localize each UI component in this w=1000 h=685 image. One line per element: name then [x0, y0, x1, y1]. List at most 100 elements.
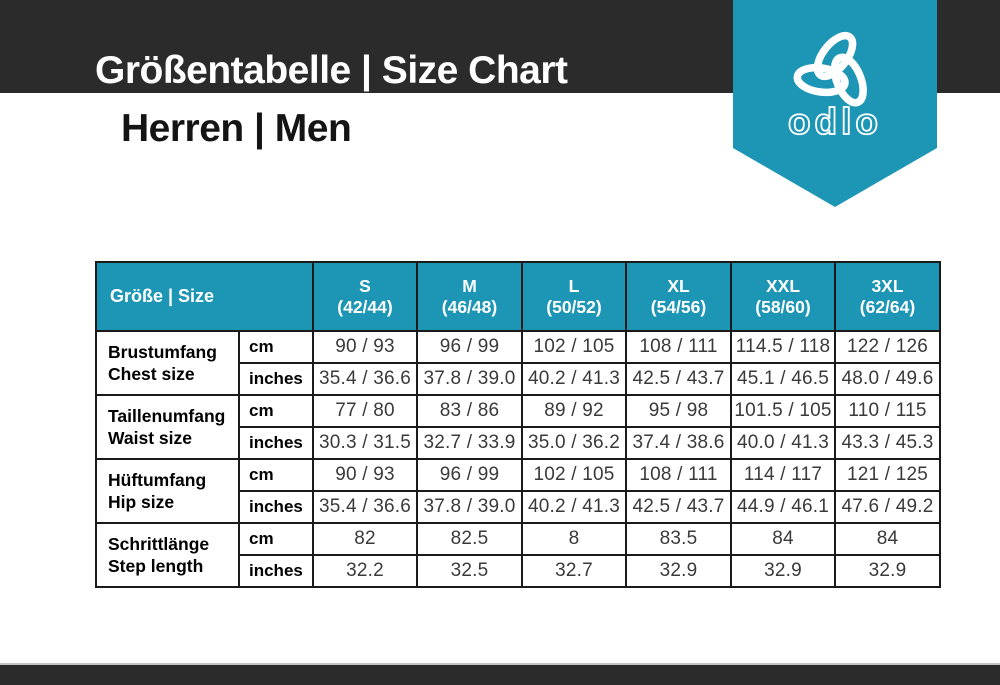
brand-banner: odlo	[733, 0, 937, 212]
value-cell: 43.3 / 45.3	[834, 426, 941, 460]
value-cell: 108 / 111	[625, 330, 732, 364]
label-de: Schrittlänge	[108, 534, 210, 554]
table-row-waist-inches: inches 30.3 / 31.5 32.7 / 33.9 35.0 / 36…	[96, 426, 941, 460]
size-range: (58/60)	[755, 296, 811, 317]
value-cell: 37.8 / 39.0	[416, 362, 523, 396]
value-cell: 101.5 / 105	[730, 394, 836, 428]
table-row-chest-cm: Brustumfang Chest size cm 90 / 93 96 / 9…	[95, 330, 941, 396]
label-en: Step length	[108, 556, 204, 576]
unit-cell: inches	[238, 362, 314, 396]
value-cell: 40.2 / 41.3	[521, 362, 627, 396]
value-cell: 35.4 / 36.6	[312, 490, 418, 524]
value-cell: 108 / 111	[625, 458, 732, 492]
value-cell: 82.5	[416, 522, 523, 556]
unit-cell: cm	[238, 458, 314, 492]
value-cell: 114.5 / 118	[730, 330, 836, 364]
value-cell: 32.9	[834, 554, 941, 588]
table-row-waist-cm: Taillenumfang Waist size cm 77 / 80 83 /…	[95, 394, 941, 460]
unit-cell: inches	[238, 554, 314, 588]
unit-cell: cm	[238, 330, 314, 364]
value-cell: 32.7	[521, 554, 627, 588]
size-range: (42/44)	[337, 296, 393, 317]
value-cell: 8	[521, 522, 627, 556]
value-cell: 84	[834, 522, 941, 556]
unit-cell: inches	[238, 490, 314, 524]
value-cell: 96 / 99	[416, 458, 523, 492]
row-group-label-waist: Taillenumfang Waist size	[95, 394, 240, 460]
banner-ribbon-shape	[733, 0, 937, 207]
value-cell: 102 / 105	[521, 330, 627, 364]
label-en: Waist size	[108, 428, 192, 448]
value-cell: 45.1 / 46.5	[730, 362, 836, 396]
value-cell: 83 / 86	[416, 394, 523, 428]
size-header-s: S (42/44)	[312, 261, 418, 332]
value-cell: 48.0 / 49.6	[834, 362, 941, 396]
size-table: Größe | Size S (42/44) M (46/48) L (50/5…	[95, 261, 941, 588]
value-cell: 83.5	[625, 522, 732, 556]
unit-cell: cm	[238, 394, 314, 428]
odlo-wordmark: odlo	[788, 101, 882, 142]
value-cell: 44.9 / 46.1	[730, 490, 836, 524]
size-range: (46/48)	[441, 296, 498, 317]
value-cell: 95 / 98	[625, 394, 732, 428]
value-cell: 90 / 93	[312, 330, 418, 364]
value-cell: 110 / 115	[834, 394, 941, 428]
size-range: (50/52)	[546, 296, 602, 317]
size-header-m: M (46/48)	[416, 261, 523, 332]
value-cell: 122 / 126	[834, 330, 941, 364]
value-cell: 77 / 80	[312, 394, 418, 428]
value-cell: 47.6 / 49.2	[834, 490, 941, 524]
size-header-3xl: 3XL (62/64)	[834, 261, 941, 332]
size-range: (54/56)	[650, 296, 707, 317]
corner-header-cell: Größe | Size	[95, 261, 314, 332]
table-row-chest-inches: inches 35.4 / 36.6 37.8 / 39.0 40.2 / 41…	[96, 362, 941, 396]
label-de: Taillenumfang	[108, 406, 226, 426]
row-group-label-chest: Brustumfang Chest size	[95, 330, 240, 396]
value-cell: 102 / 105	[521, 458, 627, 492]
label-en: Chest size	[108, 364, 195, 384]
value-cell: 40.0 / 41.3	[730, 426, 836, 460]
bottom-band	[0, 663, 1000, 685]
unit-cell: inches	[238, 426, 314, 460]
label-en: Hip size	[108, 492, 175, 512]
value-cell: 121 / 125	[834, 458, 941, 492]
size-name: XL	[667, 275, 690, 296]
value-cell: 32.5	[416, 554, 523, 588]
label-de: Hüftumfang	[108, 470, 207, 490]
label-de: Brustumfang	[108, 342, 217, 362]
table-row-steplength-cm: Schrittlänge Step length cm 82 82.5 8 83…	[95, 522, 941, 588]
size-header-l: L (50/52)	[521, 261, 627, 332]
table-row-steplength-inches: inches 32.2 32.5 32.7 32.9 32.9 32.9	[96, 554, 941, 588]
row-group-label-hip: Hüftumfang Hip size	[95, 458, 240, 524]
value-cell: 32.9	[730, 554, 836, 588]
value-cell: 32.9	[625, 554, 732, 588]
value-cell: 84	[730, 522, 836, 556]
size-range: (62/64)	[859, 296, 916, 317]
value-cell: 40.2 / 41.3	[521, 490, 627, 524]
table-row-hip-inches: inches 35.4 / 36.6 37.8 / 39.0 40.2 / 41…	[96, 490, 941, 524]
value-cell: 37.8 / 39.0	[416, 490, 523, 524]
value-cell: 35.4 / 36.6	[312, 362, 418, 396]
value-cell: 42.5 / 43.7	[625, 490, 732, 524]
size-name: M	[462, 275, 477, 296]
value-cell: 30.3 / 31.5	[312, 426, 418, 460]
table-header-row: Größe | Size S (42/44) M (46/48) L (50/5…	[95, 261, 941, 332]
size-name: 3XL	[871, 275, 904, 296]
page-subtitle: Herren | Men	[121, 107, 352, 150]
size-name: S	[359, 275, 371, 296]
value-cell: 42.5 / 43.7	[625, 362, 732, 396]
odlo-logo-icon	[793, 31, 867, 107]
size-header-xxl: XXL (58/60)	[730, 261, 836, 332]
size-header-xl: XL (54/56)	[625, 261, 732, 332]
row-group-label-steplength: Schrittlänge Step length	[95, 522, 240, 588]
size-name: L	[568, 275, 580, 296]
value-cell: 32.7 / 33.9	[416, 426, 523, 460]
value-cell: 35.0 / 36.2	[521, 426, 627, 460]
value-cell: 89 / 92	[521, 394, 627, 428]
size-name: XXL	[765, 275, 801, 296]
unit-cell: cm	[238, 522, 314, 556]
value-cell: 82	[312, 522, 418, 556]
value-cell: 96 / 99	[416, 330, 523, 364]
table-row-hip-cm: Hüftumfang Hip size cm 90 / 93 96 / 99 1…	[95, 458, 941, 524]
